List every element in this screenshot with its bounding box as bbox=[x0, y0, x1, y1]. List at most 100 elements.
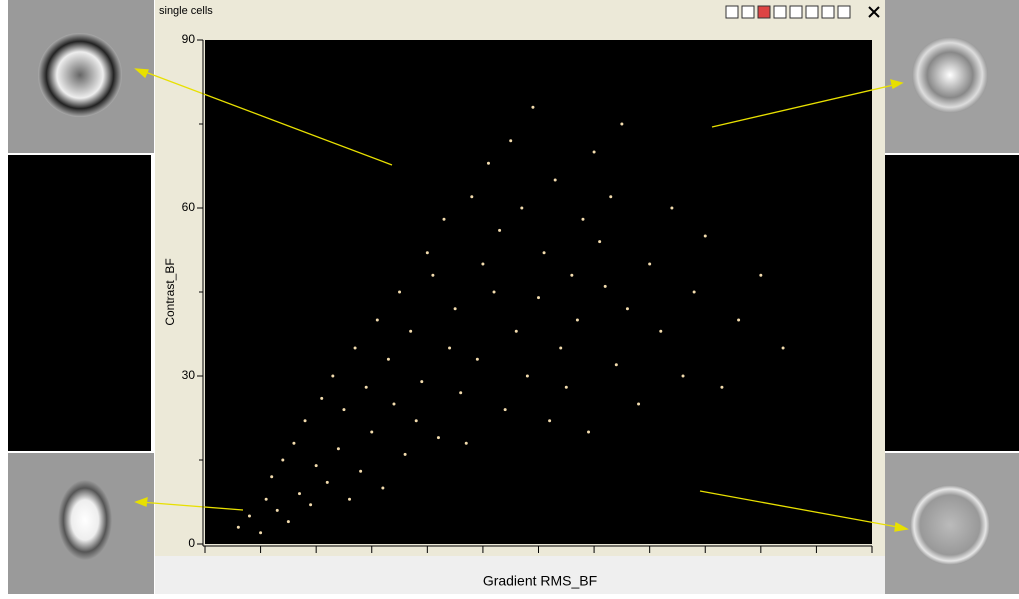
point bbox=[331, 374, 335, 378]
toolbar bbox=[725, 5, 880, 19]
zoom-in[interactable] bbox=[741, 5, 755, 19]
point bbox=[520, 206, 524, 210]
point bbox=[286, 520, 290, 524]
point bbox=[609, 195, 613, 199]
point bbox=[620, 122, 624, 126]
point bbox=[486, 161, 490, 165]
point bbox=[442, 217, 446, 221]
point bbox=[303, 419, 307, 423]
window-title: single cells bbox=[159, 5, 213, 17]
point bbox=[259, 531, 263, 535]
plot-area bbox=[205, 40, 872, 544]
y-axis-label: Contrast_BF bbox=[163, 258, 177, 325]
point bbox=[236, 525, 240, 529]
point bbox=[720, 385, 724, 389]
point bbox=[431, 273, 435, 277]
point bbox=[648, 262, 652, 266]
point bbox=[398, 290, 402, 294]
point bbox=[436, 436, 440, 440]
point bbox=[353, 346, 357, 350]
point bbox=[281, 458, 285, 462]
point bbox=[659, 329, 663, 333]
point bbox=[342, 408, 346, 412]
point bbox=[625, 307, 629, 311]
point bbox=[364, 385, 368, 389]
point bbox=[247, 514, 251, 518]
point bbox=[475, 357, 479, 361]
tool[interactable] bbox=[821, 5, 835, 19]
point bbox=[420, 380, 424, 384]
tool[interactable] bbox=[837, 5, 851, 19]
point bbox=[564, 385, 568, 389]
image-panel bbox=[885, 155, 1019, 451]
point bbox=[503, 408, 507, 412]
point bbox=[459, 391, 463, 395]
point bbox=[592, 150, 596, 154]
point bbox=[264, 497, 268, 501]
tool[interactable] bbox=[773, 5, 787, 19]
image-panel bbox=[8, 155, 151, 451]
point bbox=[614, 363, 618, 367]
point bbox=[297, 492, 301, 496]
cell bbox=[912, 37, 988, 113]
cell bbox=[38, 33, 122, 117]
point bbox=[548, 419, 552, 423]
y-tick-label: 90 bbox=[182, 32, 196, 46]
point bbox=[575, 318, 579, 322]
point bbox=[525, 374, 529, 378]
point bbox=[570, 273, 574, 277]
point bbox=[509, 139, 513, 143]
x-axis-label: Gradient RMS_BF bbox=[483, 573, 597, 589]
point bbox=[425, 251, 429, 255]
tool[interactable] bbox=[757, 5, 771, 19]
point bbox=[481, 262, 485, 266]
point bbox=[403, 452, 407, 456]
point bbox=[681, 374, 685, 378]
point bbox=[492, 290, 496, 294]
point bbox=[409, 329, 413, 333]
tool[interactable] bbox=[805, 5, 819, 19]
point bbox=[542, 251, 546, 255]
point bbox=[559, 346, 563, 350]
point bbox=[414, 419, 418, 423]
point bbox=[370, 430, 374, 434]
stats[interactable] bbox=[789, 5, 803, 19]
point bbox=[737, 318, 741, 322]
point bbox=[320, 396, 324, 400]
point bbox=[375, 318, 379, 322]
y-tick-label: 0 bbox=[188, 536, 195, 550]
cell bbox=[910, 485, 990, 565]
y-tick-label: 60 bbox=[182, 200, 196, 214]
cell bbox=[58, 480, 112, 560]
point bbox=[381, 486, 385, 490]
point bbox=[759, 273, 763, 277]
point bbox=[703, 234, 707, 238]
point bbox=[498, 228, 502, 232]
point bbox=[537, 296, 540, 300]
point bbox=[603, 284, 607, 288]
point bbox=[292, 441, 296, 445]
point bbox=[514, 329, 518, 333]
axis-area bbox=[155, 556, 885, 594]
point bbox=[336, 447, 340, 451]
arrows bbox=[134, 68, 909, 532]
point bbox=[453, 307, 457, 311]
point bbox=[325, 480, 329, 484]
point bbox=[348, 497, 352, 501]
point bbox=[581, 217, 585, 221]
y-tick-label: 30 bbox=[182, 368, 196, 382]
points bbox=[236, 105, 785, 535]
point bbox=[670, 206, 674, 210]
point bbox=[448, 346, 452, 350]
point bbox=[464, 441, 468, 445]
point bbox=[553, 178, 557, 182]
point bbox=[781, 346, 785, 350]
zoom-out[interactable] bbox=[725, 5, 739, 19]
point bbox=[692, 290, 696, 294]
close[interactable] bbox=[868, 6, 880, 18]
point bbox=[531, 105, 535, 109]
point bbox=[598, 240, 602, 244]
point bbox=[637, 402, 641, 406]
